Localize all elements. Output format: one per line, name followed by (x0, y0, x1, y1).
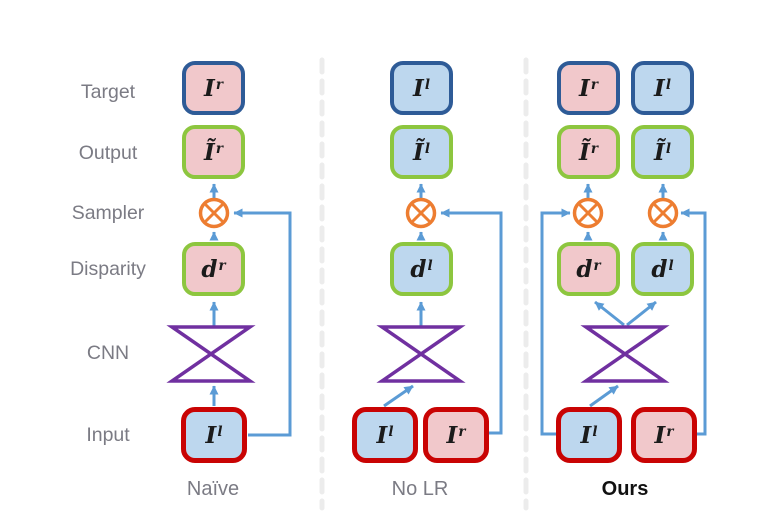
ours-disparity-left-box: dl (631, 242, 694, 296)
nolr-feedback-arrow (440, 208, 503, 435)
ours-input-right-box: Ir (631, 407, 697, 463)
row-label-disparity: Disparity (70, 258, 146, 280)
ours-cnn-to-disparity-right-arrow (594, 300, 625, 327)
nolr-target-box: Il (390, 61, 453, 115)
row-label-output: Output (78, 142, 138, 164)
naive-arrows (209, 183, 292, 437)
sampler-icon (198, 197, 230, 229)
nolr-disparity-box: dl (390, 242, 453, 296)
caption-nolr: No LR (391, 478, 449, 500)
sampler-icon (572, 197, 604, 229)
naive-disparity-box: dr (182, 242, 245, 296)
ours-cnn-to-disparity-left-arrow (626, 300, 657, 327)
sampler-icon (647, 197, 679, 229)
nolr-input-to-cnn-arrow (383, 384, 414, 408)
nolr-input-left-box: Il (352, 407, 418, 463)
row-label-input: Input (86, 424, 130, 446)
ours-disparity-right-box: dr (557, 242, 620, 296)
naive-input-box: Il (181, 407, 247, 463)
ours-arrows (540, 183, 707, 436)
ours-input-left-box: Il (556, 407, 622, 463)
naive-output-box: Ĩr (182, 125, 245, 179)
caption-naive: Naïve (186, 478, 240, 500)
nolr-input-right-box: Ir (423, 407, 489, 463)
cnn-hourglass-icon (376, 325, 466, 383)
nolr-output-box: Ĩl (390, 125, 453, 179)
row-label-sampler: Sampler (71, 202, 145, 224)
ours-output-left-box: Ĩl (631, 125, 694, 179)
ours-feedback-left-arrow (540, 208, 571, 436)
caption-ours: Ours (601, 478, 649, 500)
ours-feedback-right-arrow (680, 208, 707, 436)
nolr-arrows (383, 183, 503, 435)
cnn-hourglass-icon (166, 325, 256, 383)
naive-feedback-arrow (233, 208, 292, 437)
ours-input-to-cnn-arrow (589, 384, 619, 408)
sampler-icon (405, 197, 437, 229)
cnn-hourglass-icon (580, 325, 670, 383)
ours-target-left-box: Il (631, 61, 694, 115)
ours-target-right-box: Ir (557, 61, 620, 115)
row-label-cnn: CNN (86, 342, 130, 364)
naive-target-box: Ir (182, 61, 245, 115)
row-label-target: Target (80, 81, 136, 103)
ours-output-right-box: Ĩr (557, 125, 620, 179)
